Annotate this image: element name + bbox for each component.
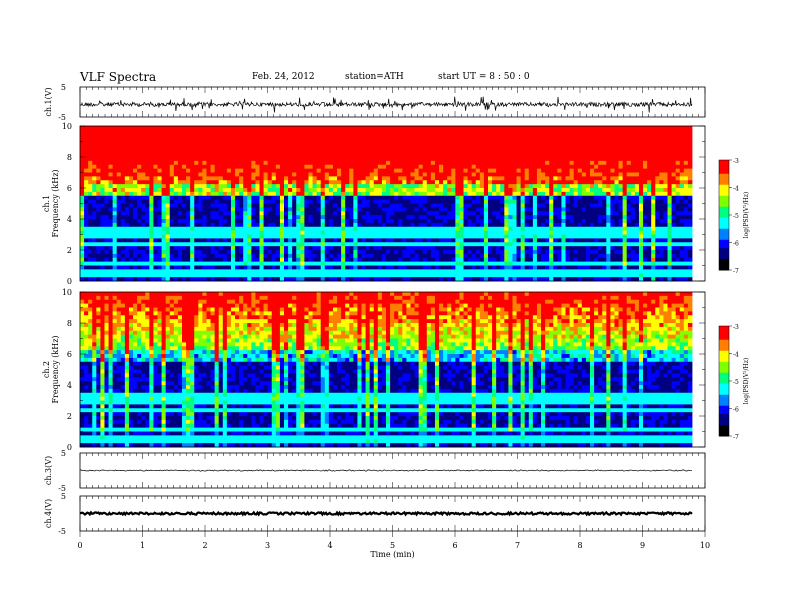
xtick-label-3: 3: [265, 541, 270, 550]
ytick-label-spec1-10: 10: [62, 122, 72, 131]
spectrogram-spec2: [80, 292, 693, 448]
ytick-label-spec2-4: 4: [67, 381, 72, 390]
colorbar-tick-spec1-4: -7: [733, 268, 739, 275]
colorbar-tick-spec1-0: -3: [733, 158, 739, 165]
xtick-label-1: 1: [140, 541, 145, 550]
xtick-label-7: 7: [515, 541, 520, 550]
ylabel-ch3: ch.3(V): [44, 456, 53, 485]
ylabel-ch1: ch.1(V): [44, 87, 53, 116]
ylabel-ch4: ch.4(V): [44, 499, 53, 528]
xtick-label-5: 5: [390, 541, 395, 550]
ytick-label-ch3-top: 5: [61, 449, 66, 458]
xtick-label-2: 2: [202, 541, 207, 550]
colorbar-tick-spec2-4: -7: [733, 434, 739, 441]
ytick-label-ch1-bottom: -5: [58, 113, 66, 122]
ytick-label-ch4-bottom: -5: [58, 527, 66, 536]
trace-ch3: [79, 469, 693, 472]
trace-ch4: [79, 510, 693, 517]
colorbar-tick-spec2-3: -6: [733, 407, 739, 414]
ytick-label-spec1-8: 8: [67, 153, 72, 162]
ytick-label-ch4-top: 5: [61, 492, 66, 501]
ytick-label-spec1-2: 2: [67, 246, 72, 255]
chart-title: VLF Spectra: [80, 70, 157, 84]
colorbar-tick-spec2-1: -4: [733, 352, 739, 359]
ytick-label-spec1-0: 0: [67, 277, 72, 286]
colorbar-tick-spec1-1: -4: [733, 186, 739, 193]
colorbar-tick-spec2-2: -5: [733, 379, 739, 386]
trace-ch1: [79, 96, 693, 113]
ytick-label-ch3-bottom: -5: [58, 484, 66, 493]
ytick-label-spec2-0: 0: [67, 443, 72, 452]
ytick-label-spec2-10: 10: [62, 288, 72, 297]
xtick-label-8: 8: [577, 541, 582, 550]
ylabel-spec2-frequency: Frequency (kHz): [51, 335, 60, 403]
ylabel-spec1-frequency: Frequency (kHz): [51, 169, 60, 237]
colorbar-tick-spec2-0: -3: [733, 324, 739, 331]
ylabel-spec2-channel: ch.2: [42, 361, 51, 378]
ylabel-spec1-channel: ch.1: [42, 195, 51, 212]
xtick-label-0: 0: [77, 541, 82, 550]
ytick-label-spec2-6: 6: [67, 350, 72, 359]
ytick-label-spec2-2: 2: [67, 412, 72, 421]
station-label: station=ATH: [345, 72, 404, 82]
xaxis-label: Time (min): [370, 550, 414, 559]
colorbar-label-spec2: log(PSD(V²/Hz): [743, 358, 750, 405]
colorbar-label-spec1: log(PSD(V²/Hz): [743, 192, 750, 239]
colorbar-tick-spec1-2: -5: [733, 213, 739, 220]
colorbar-tick-spec1-3: -6: [733, 241, 739, 248]
xtick-label-9: 9: [640, 541, 645, 550]
ytick-label-spec2-8: 8: [67, 319, 72, 328]
ytick-label-ch1-top: 5: [61, 83, 66, 92]
date-label: Feb. 24, 2012: [252, 72, 315, 82]
ytick-label-spec1-4: 4: [67, 215, 72, 224]
spectrogram-spec1: [80, 126, 693, 282]
ytick-label-spec1-6: 6: [67, 184, 72, 193]
xtick-label-6: 6: [452, 541, 457, 550]
xtick-label-4: 4: [327, 541, 332, 550]
start-time-label: start UT = 8 : 50 : 0: [438, 72, 530, 82]
xtick-label-10: 10: [700, 541, 710, 550]
